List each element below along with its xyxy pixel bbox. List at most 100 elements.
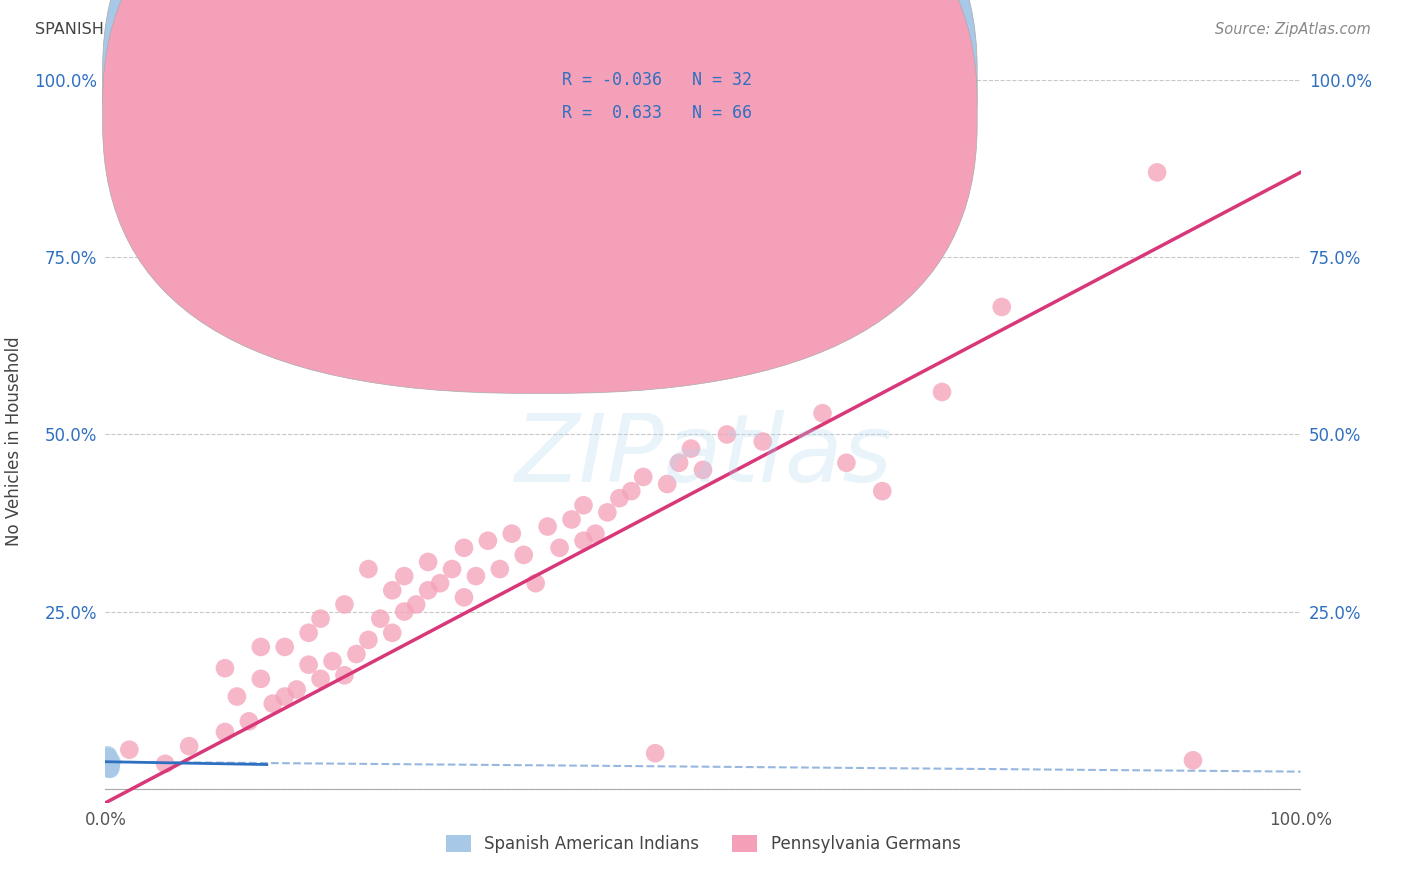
- Point: [681, 442, 703, 456]
- Point: [357, 632, 380, 647]
- Point: [536, 519, 558, 533]
- Legend: Spanish American Indians, Pennsylvania Germans: Spanish American Indians, Pennsylvania G…: [439, 828, 967, 860]
- Point: [98, 751, 121, 765]
- Point: [98, 762, 121, 776]
- Point: [477, 533, 499, 548]
- Text: R = -0.036   N = 32: R = -0.036 N = 32: [562, 71, 752, 89]
- Point: [273, 690, 295, 704]
- Point: [644, 746, 666, 760]
- Point: [418, 583, 440, 598]
- Point: [100, 755, 122, 769]
- Text: ZIPatlas: ZIPatlas: [515, 410, 891, 501]
- Point: [98, 755, 121, 769]
- Point: [572, 498, 595, 512]
- Point: [250, 640, 273, 654]
- Point: [97, 761, 120, 775]
- Point: [501, 526, 523, 541]
- Point: [716, 427, 738, 442]
- Point: [607, 491, 630, 506]
- Point: [931, 384, 953, 399]
- Point: [990, 300, 1012, 314]
- Text: SPANISH AMERICAN INDIAN VS PENNSYLVANIA GERMAN NO VEHICLES IN HOUSEHOLD CORRELAT: SPANISH AMERICAN INDIAN VS PENNSYLVANIA …: [35, 22, 905, 37]
- Point: [98, 753, 121, 767]
- Point: [381, 583, 404, 598]
- Point: [333, 598, 356, 612]
- Point: [97, 753, 120, 767]
- Point: [153, 756, 177, 771]
- Point: [1181, 753, 1204, 767]
- Point: [298, 657, 321, 672]
- Point: [872, 484, 894, 499]
- Point: [225, 690, 249, 704]
- Point: [453, 591, 475, 605]
- Point: [98, 756, 121, 771]
- Point: [98, 753, 121, 767]
- Point: [1146, 165, 1168, 179]
- Point: [190, 300, 212, 314]
- Point: [118, 742, 141, 756]
- Point: [440, 562, 463, 576]
- Y-axis label: No Vehicles in Household: No Vehicles in Household: [6, 336, 22, 547]
- Point: [97, 755, 120, 769]
- Point: [97, 750, 120, 764]
- Point: [633, 470, 655, 484]
- Point: [668, 456, 690, 470]
- Point: [751, 434, 773, 449]
- Point: [214, 725, 236, 739]
- Point: [585, 526, 607, 541]
- Point: [381, 625, 404, 640]
- Text: Source: ZipAtlas.com: Source: ZipAtlas.com: [1215, 22, 1371, 37]
- Point: [98, 762, 121, 776]
- Point: [98, 759, 121, 773]
- Point: [273, 640, 295, 654]
- Point: [177, 739, 201, 753]
- Point: [98, 756, 121, 771]
- Point: [321, 654, 344, 668]
- Point: [98, 756, 121, 771]
- Point: [98, 760, 121, 774]
- Point: [596, 505, 619, 519]
- Point: [368, 612, 391, 626]
- Point: [811, 406, 834, 420]
- Point: [405, 598, 427, 612]
- Point: [98, 756, 121, 770]
- Point: [620, 484, 643, 499]
- Point: [214, 661, 236, 675]
- Point: [464, 569, 488, 583]
- Point: [98, 753, 121, 767]
- Point: [655, 477, 678, 491]
- Point: [97, 752, 120, 766]
- Point: [309, 672, 332, 686]
- Point: [285, 682, 308, 697]
- Point: [98, 758, 121, 772]
- Point: [560, 512, 583, 526]
- Point: [98, 758, 121, 772]
- Point: [98, 759, 121, 773]
- Point: [98, 754, 121, 768]
- Point: [98, 752, 121, 766]
- Point: [98, 756, 121, 771]
- Text: R =  0.633   N = 66: R = 0.633 N = 66: [562, 104, 752, 122]
- Point: [418, 555, 440, 569]
- Point: [692, 463, 714, 477]
- Point: [98, 753, 121, 767]
- Point: [572, 533, 595, 548]
- Point: [298, 625, 321, 640]
- Point: [513, 548, 536, 562]
- Point: [524, 576, 547, 591]
- Point: [98, 760, 121, 774]
- Point: [98, 757, 121, 772]
- Point: [835, 456, 858, 470]
- Point: [97, 749, 120, 764]
- Point: [333, 668, 356, 682]
- Point: [309, 612, 332, 626]
- Point: [548, 541, 571, 555]
- Point: [97, 756, 120, 771]
- Point: [346, 647, 368, 661]
- Point: [489, 562, 512, 576]
- Point: [453, 541, 475, 555]
- Point: [429, 576, 451, 591]
- Point: [392, 569, 416, 583]
- Point: [97, 760, 120, 774]
- Point: [392, 605, 416, 619]
